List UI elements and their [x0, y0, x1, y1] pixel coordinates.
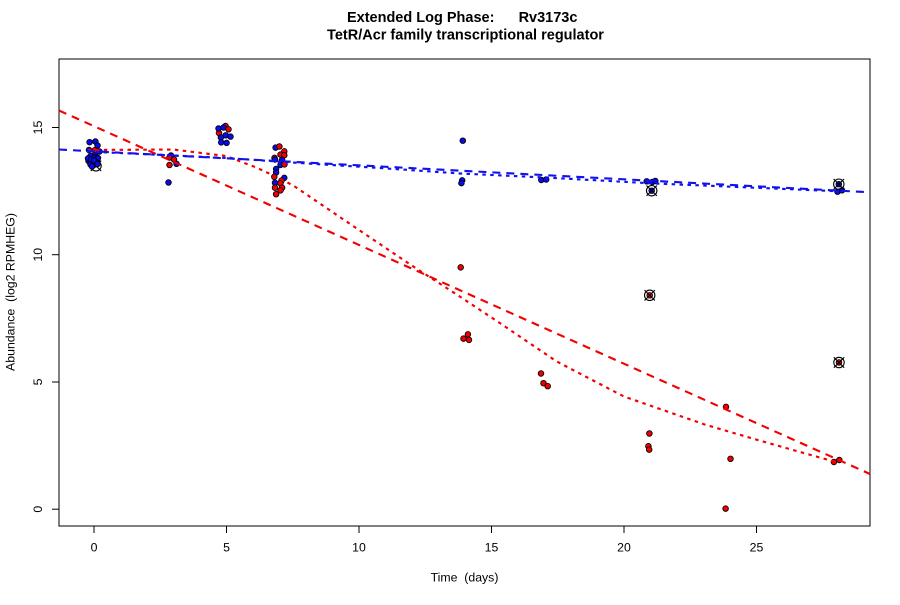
svg-text:0: 0 — [31, 506, 45, 513]
svg-text:5: 5 — [31, 378, 45, 385]
svg-text:Extended Log Phase: Rv317: Extended Log Phase: Rv3173c — [347, 10, 577, 26]
svg-text:0: 0 — [91, 540, 98, 554]
svg-text:TetR/Acr family transcriptiona: TetR/Acr family transcriptional regulato… — [327, 27, 604, 43]
svg-text:10: 10 — [352, 540, 366, 554]
svg-text:25: 25 — [750, 540, 764, 554]
svg-text:Time (days): Time (days) — [431, 570, 499, 584]
svg-text:Abundance (log2 RPMHEG): Abundance (log2 RPMHEG) — [4, 213, 18, 371]
svg-text:15: 15 — [485, 540, 499, 554]
svg-text:20: 20 — [617, 540, 631, 554]
svg-text:5: 5 — [223, 540, 230, 554]
svg-text:10: 10 — [31, 248, 45, 262]
svg-text:15: 15 — [31, 121, 45, 135]
